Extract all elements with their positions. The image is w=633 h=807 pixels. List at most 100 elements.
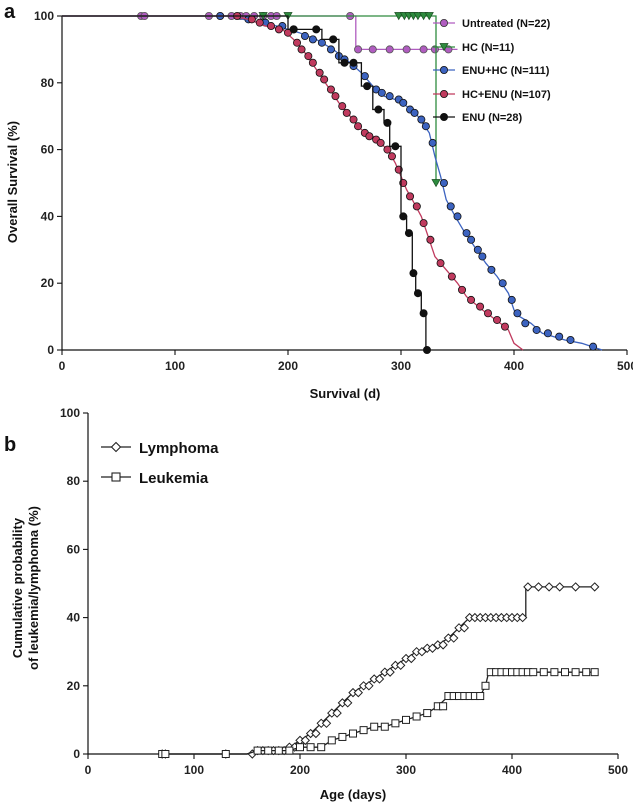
data-point-untreated <box>419 45 428 54</box>
data-point-enu-hc <box>377 88 386 97</box>
legend-label-hc: HC (N=11) <box>462 42 515 54</box>
data-point-leukemia <box>423 709 432 718</box>
data-point-enu-hc <box>487 265 496 274</box>
panel-b-x-tick-label: 300 <box>396 763 416 777</box>
panel-b-y-axis-label-line2: of leukemia/lymphoma (%) <box>26 506 41 670</box>
data-point-leukemia <box>582 668 591 677</box>
legend-marker-untreated <box>439 18 448 27</box>
data-point-lymphoma <box>427 643 438 653</box>
panel-b-label: b <box>4 434 16 456</box>
data-point-hc-enu <box>326 85 335 94</box>
data-point-lymphoma <box>438 640 448 650</box>
data-point-lymphoma <box>570 582 581 592</box>
data-point-lymphoma <box>395 660 406 671</box>
data-point-enu <box>312 25 321 34</box>
data-point-enu-hc <box>589 342 598 351</box>
legend-entry-hc: HC (N=11) <box>433 42 515 54</box>
data-point-hc-enu <box>387 152 396 161</box>
data-point-enu-hc <box>308 35 317 44</box>
data-point-hc-enu <box>342 108 351 117</box>
data-point-lymphoma <box>589 582 600 592</box>
data-point-leukemia <box>359 726 368 735</box>
data-point-lymphoma <box>544 582 554 592</box>
data-point-hc-enu <box>308 58 317 67</box>
panel-a-x-tick-label: 400 <box>504 359 524 373</box>
data-point-enu-hc <box>446 202 455 211</box>
data-point-hc-enu <box>274 25 283 34</box>
data-point-hc-enu <box>500 322 509 331</box>
data-point-hc <box>418 12 429 21</box>
data-point-leukemia <box>402 715 410 724</box>
data-point-enu <box>419 309 428 318</box>
data-point-lymphoma <box>533 582 544 592</box>
data-point-leukemia <box>285 746 294 755</box>
data-point-lymphoma <box>332 708 342 718</box>
panel-b-y-tick-labels: 0 20 40 60 80 100 <box>60 406 80 761</box>
data-point-hc-enu <box>293 38 302 47</box>
data-point-hc-enu <box>267 22 276 31</box>
panel-b-x-axis-label: Age (days) <box>320 787 386 802</box>
panel-b-y-tick-label: 0 <box>73 747 80 761</box>
data-point-hc-enu <box>476 302 485 311</box>
legend-marker-enu-hc <box>439 66 448 75</box>
data-point-hc-enu <box>426 235 435 244</box>
data-point-enu-hc <box>385 92 394 101</box>
data-point-hc-enu <box>297 45 306 54</box>
panel-a-x-tick-label: 100 <box>165 359 185 373</box>
data-point-enu-hc <box>317 38 326 47</box>
data-point-enu-hc <box>521 319 530 328</box>
data-point-lymphoma <box>523 582 533 592</box>
data-point-enu <box>383 118 392 127</box>
data-point-untreated <box>368 45 377 54</box>
data-point-lymphoma <box>554 582 565 592</box>
legend-entry-leukemia: Leukemia <box>101 470 209 487</box>
legend-entry-enu-hc: ENU+HC (N=111) <box>433 65 550 77</box>
data-point-hc-enu <box>484 309 493 318</box>
series-line-leukemia <box>162 671 595 755</box>
panel-b-y-axis-label-line1: Cumulative probability <box>10 517 25 658</box>
data-point-hc-enu <box>493 315 502 324</box>
panel-b-legend: Lymphoma Leukemia <box>101 440 219 487</box>
panel-a-y-tick-label: 20 <box>41 276 55 290</box>
data-point-hc-enu <box>315 68 324 77</box>
data-point-enu-hc <box>513 309 522 318</box>
legend-label-enu-hc: ENU+HC (N=111) <box>462 65 550 77</box>
series-line-hc-enu <box>62 15 524 351</box>
data-point-enu-hc <box>360 72 369 81</box>
data-point-leukemia <box>221 750 230 758</box>
legend-marker-hc <box>439 43 449 52</box>
data-point-leukemia <box>253 746 262 755</box>
panel-a-y-axis-label: Overall Survival (%) <box>5 121 20 243</box>
data-point-hc <box>424 12 434 21</box>
data-point-enu-hc <box>439 178 448 187</box>
data-point-enu-hc <box>507 295 516 304</box>
legend-marker-leukemia <box>111 472 121 482</box>
data-point-hc <box>394 12 404 21</box>
data-point-enu <box>422 345 431 354</box>
panel-b-plot-area <box>157 582 600 759</box>
data-point-untreated <box>402 45 411 54</box>
data-point-enu <box>289 25 298 34</box>
panel-a-y-tick-label: 80 <box>41 76 55 90</box>
panel-b-y-tick-label: 40 <box>67 611 81 625</box>
data-point-leukemia <box>590 668 599 677</box>
data-point-hc-enu <box>412 202 421 211</box>
data-point-lymphoma <box>311 728 321 739</box>
data-point-enu-hc <box>326 45 335 54</box>
legend-marker-lymphoma <box>110 441 122 453</box>
data-point-lymphoma <box>406 653 417 664</box>
data-point-enu <box>413 289 422 298</box>
data-point-leukemia <box>481 681 490 690</box>
panel-a-axes <box>57 15 628 355</box>
data-point-lymphoma <box>300 735 311 746</box>
data-point-enu <box>391 142 400 151</box>
data-point-lymphoma <box>342 698 353 708</box>
data-point-enu-hc <box>566 335 575 344</box>
panel-a-y-tick-label: 0 <box>47 343 54 357</box>
data-point-hc-enu <box>255 18 264 27</box>
series-line-enu <box>62 15 430 351</box>
legend-marker-hc-enu <box>439 90 448 99</box>
panel-b-x-tick-label: 400 <box>502 763 522 777</box>
